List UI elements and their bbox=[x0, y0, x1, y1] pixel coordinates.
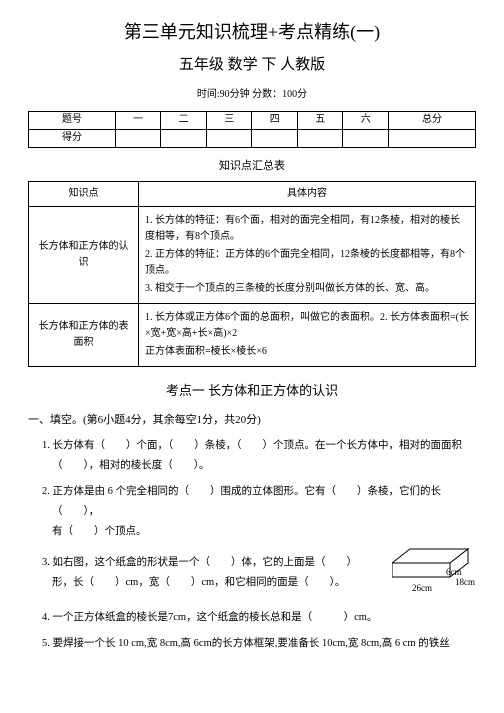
k-row0-key: 长方体和正方体的认识 bbox=[29, 207, 139, 304]
k-row1-key: 长方体和正方体的表面积 bbox=[29, 304, 139, 367]
q2-line1: 2. 正方体是由 6 个完全相同的（ ）围成的立体图形。它有（ ）条棱，它们的长… bbox=[42, 486, 441, 517]
doc-meta: 时间:90分钟 分数：100分 bbox=[28, 87, 476, 103]
knowledge-caption: 知识点汇总表 bbox=[28, 158, 476, 176]
q3-line1: 3. 如右图，这个纸盒的形状是一个（ ）体，它的上面是（ ） bbox=[42, 557, 357, 568]
q1-line2: （ ），相对的棱长度（ ）。 bbox=[52, 456, 476, 476]
k-r0-l1: 2. 正方体的特征：正方体的6个面完全相同，12条棱的长度都相等，有8个顶点。 bbox=[145, 247, 469, 279]
k-r1-l1: 正方体表面积=棱长×棱长×6 bbox=[145, 344, 469, 360]
score-cell bbox=[206, 129, 252, 147]
score-h2: 二 bbox=[161, 111, 207, 129]
question-1: 1. 长方体有（ ）个面，（ ）条棱，（ ）个顶点。在一个长方体中，相对的面面积… bbox=[42, 436, 476, 476]
box-d-label: 18cm bbox=[455, 577, 475, 587]
k-row0-body: 1. 长方体的特征：有6个面，相对的面完全相同，有12条棱，相对的棱长度相等，有… bbox=[139, 207, 476, 304]
question-4: 4. 一个正方体纸盒的棱长是7cm，这个纸盒的棱长总和是（ ）cm。 bbox=[42, 608, 476, 628]
score-cell bbox=[343, 129, 389, 147]
box-figure: 6cm 18cm 26cm bbox=[392, 547, 476, 602]
q2-line2: 有（ ）个顶点。 bbox=[52, 522, 476, 542]
score-h4: 四 bbox=[252, 111, 298, 129]
section1-title: 考点一 长方体和正方体的认识 bbox=[28, 381, 476, 402]
doc-title: 第三单元知识梳理+考点精练(一) bbox=[28, 18, 476, 47]
score-h7: 总分 bbox=[389, 111, 476, 129]
score-h0: 题号 bbox=[29, 111, 116, 129]
doc-subtitle: 五年级 数学 下 人教版 bbox=[28, 53, 476, 77]
k-r1-l0: 1. 长方体或正方体6个面的总面积，叫做它的表面积。2. 长方体表面积=(长×宽… bbox=[145, 310, 469, 342]
k-r0-l0: 1. 长方体的特征：有6个面，相对的面完全相同，有12条棱，相对的棱长度相等，有… bbox=[145, 213, 469, 245]
score-cell bbox=[161, 129, 207, 147]
box-h-label: 6cm bbox=[446, 567, 462, 577]
k-header-0: 知识点 bbox=[29, 182, 139, 207]
k-row1-body: 1. 长方体或正方体6个面的总面积，叫做它的表面积。2. 长方体表面积=(长×宽… bbox=[139, 304, 476, 367]
score-h1: 一 bbox=[115, 111, 161, 129]
question-5: 5. 要焊接一个长 10 cm,宽 8cm,高 6cm的长方体框架,要准备长 1… bbox=[42, 634, 476, 654]
box-w-label: 26cm bbox=[412, 583, 432, 593]
score-h6: 六 bbox=[343, 111, 389, 129]
k-header-1: 具体内容 bbox=[139, 182, 476, 207]
k-r0-l2: 3. 相交于一个顶点的三条棱的长度分别叫做长方体的长、宽、高。 bbox=[145, 281, 469, 297]
score-cell bbox=[297, 129, 343, 147]
score-cell bbox=[115, 129, 161, 147]
score-cell bbox=[389, 129, 476, 147]
score-table: 题号 一 二 三 四 五 六 总分 得分 bbox=[28, 111, 476, 148]
knowledge-table: 知识点 具体内容 长方体和正方体的认识 1. 长方体的特征：有6个面，相对的面完… bbox=[28, 181, 476, 367]
score-h3: 三 bbox=[206, 111, 252, 129]
q1-line1: 1. 长方体有（ ）个面，（ ）条棱，（ ）个顶点。在一个长方体中，相对的面面积 bbox=[42, 440, 462, 451]
score-cell bbox=[252, 129, 298, 147]
question-head: 一、填空。(第6小题4分，其余每空1分，共20分) bbox=[28, 412, 476, 430]
score-h5: 五 bbox=[297, 111, 343, 129]
score-r-label: 得分 bbox=[29, 129, 116, 147]
question-2: 2. 正方体是由 6 个完全相同的（ ）围成的立体图形。它有（ ）条棱，它们的长… bbox=[42, 482, 476, 542]
